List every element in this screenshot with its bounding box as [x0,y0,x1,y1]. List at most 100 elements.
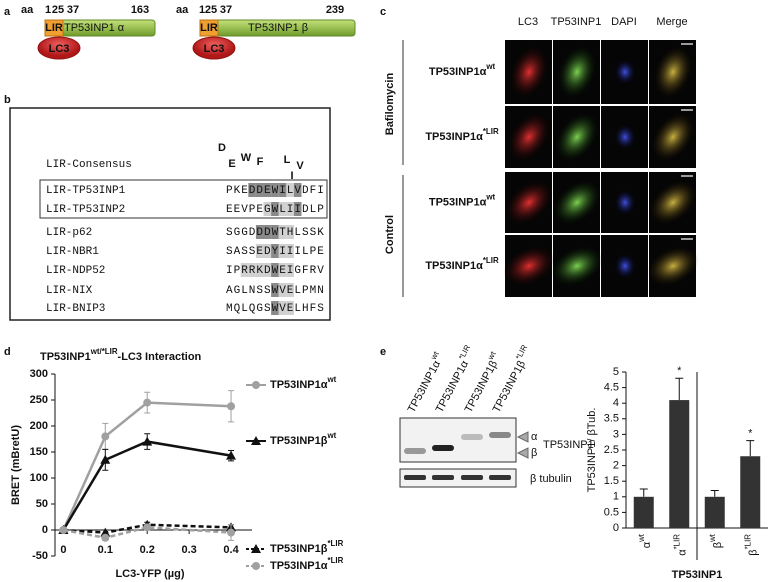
y-tick-label: 4.5 [604,382,619,394]
residue-shade [293,202,302,216]
lane-label-sup: wt [429,349,442,362]
row-label: LIR-NDP52 [46,265,105,277]
row-label-base: TP53INP1α [425,260,483,272]
row-label: TP53INP1α*LIR [425,127,499,143]
residue-shade [293,183,302,197]
lc3-shape [192,36,236,60]
y-tick-label: 4 [613,397,619,409]
annotation: * [748,428,753,440]
row-label: LIR-p62 [46,227,92,239]
residue-shade [278,301,287,315]
y-tick-label: 200 [30,420,48,432]
residue-shade [286,301,294,315]
panel-label: c [380,6,386,18]
logo-letter: W [241,152,252,164]
row-label: TP53INP1αwt [429,62,496,78]
highlight-box [39,179,328,219]
lir-region [199,19,219,37]
series-line [62,440,232,531]
series-line [63,526,232,540]
column-header: Merge [656,16,687,28]
cell [653,45,693,99]
marker [143,523,152,532]
sequence: PKEDDEWILVDFI [226,185,325,197]
x-tick-label: 0.4 [223,544,239,556]
row-label-base: TP53INP1α [429,196,487,208]
protein-base: TP53INP1 [248,22,299,34]
x-tick-label-base: β [712,542,724,548]
row-label-base: TP53INP1α [429,66,487,78]
legend-label: TP53INP1αwt [270,375,337,391]
lane-label-sup: *LIR [514,343,529,361]
residue-label: 163 [131,4,149,16]
loading-label: β tubulin [530,473,572,485]
protein-label: TP53INP1 [543,439,594,451]
residue-shade [263,202,272,216]
nucleus [614,189,636,216]
aa-label: aa [21,4,34,16]
cell [553,180,601,225]
panel-b-frame [9,107,331,321]
legend-label-sup: *LIR [328,556,344,565]
y-tick-label: 100 [30,472,48,484]
y-tick-label: 0 [613,522,619,534]
protein-name: TP53INP1 β [248,22,308,34]
residue-shade [263,225,272,239]
cell [503,246,555,286]
group-label: Bafilomycin [384,73,396,136]
marker [142,436,153,446]
y-tick-label: 300 [30,368,48,380]
marker [227,528,236,537]
row-label: LIR-TP53INP1 [46,185,126,197]
protein-isoform: α [118,22,125,34]
error-bar [639,488,648,497]
lane-label-sup: wt [486,349,499,362]
y-tick-label: 2 [613,460,619,472]
residue-label: 1 [45,4,51,16]
y-tick-label: 5 [613,366,619,378]
cell [557,45,597,99]
x-tick-label: β*LIR [743,534,759,556]
residue-shade [271,283,279,297]
residue-shade [271,183,279,197]
x-tick-label: 0.1 [98,544,113,556]
row-label-sup: wt [485,193,495,202]
logo-letter: D [218,142,226,154]
bar [740,456,761,528]
cell [651,112,695,162]
sequence: MQLQGSWVELHFS [226,303,325,315]
lir-label: LIR [45,22,63,34]
cell [509,45,549,99]
legend-label-base: TP53INP1β [270,435,328,447]
annotation: * [677,365,682,377]
residue-shade [286,225,294,239]
legend-label-base: TP53INP1α [270,379,328,391]
protein-band [461,434,483,440]
residue-label: 239 [326,4,344,16]
residue-shade [286,183,294,197]
legend-label-sup: wt [326,431,336,440]
protein-base: TP53INP1 [64,22,115,34]
band-label: β [531,447,537,459]
x-tick-label: αwt [637,533,653,548]
y-tick-label: 0.5 [604,506,619,518]
row-label: TP53INP1α*LIR [425,256,499,272]
x-tick-label-sup: wt [708,533,717,543]
x-tick-label-base: β [747,549,759,555]
title-sup: wt/*LIR [90,347,118,356]
residue-shade [255,225,264,239]
x-tick-label: 0.3 [181,544,196,556]
marker [227,402,236,411]
legend-label-sup: wt [327,375,337,384]
residue-shade [271,225,279,239]
marker [143,398,152,407]
residue-shade [286,283,294,297]
residue-shade [240,263,249,277]
y-tick-label: 3 [613,428,619,440]
residue-shade [271,202,279,216]
x-tick-label-sup: wt [637,533,646,543]
residue-shade [271,244,279,258]
blot [399,417,517,463]
band-arrow [516,447,529,459]
row-label-sup: *LIR [483,127,499,136]
